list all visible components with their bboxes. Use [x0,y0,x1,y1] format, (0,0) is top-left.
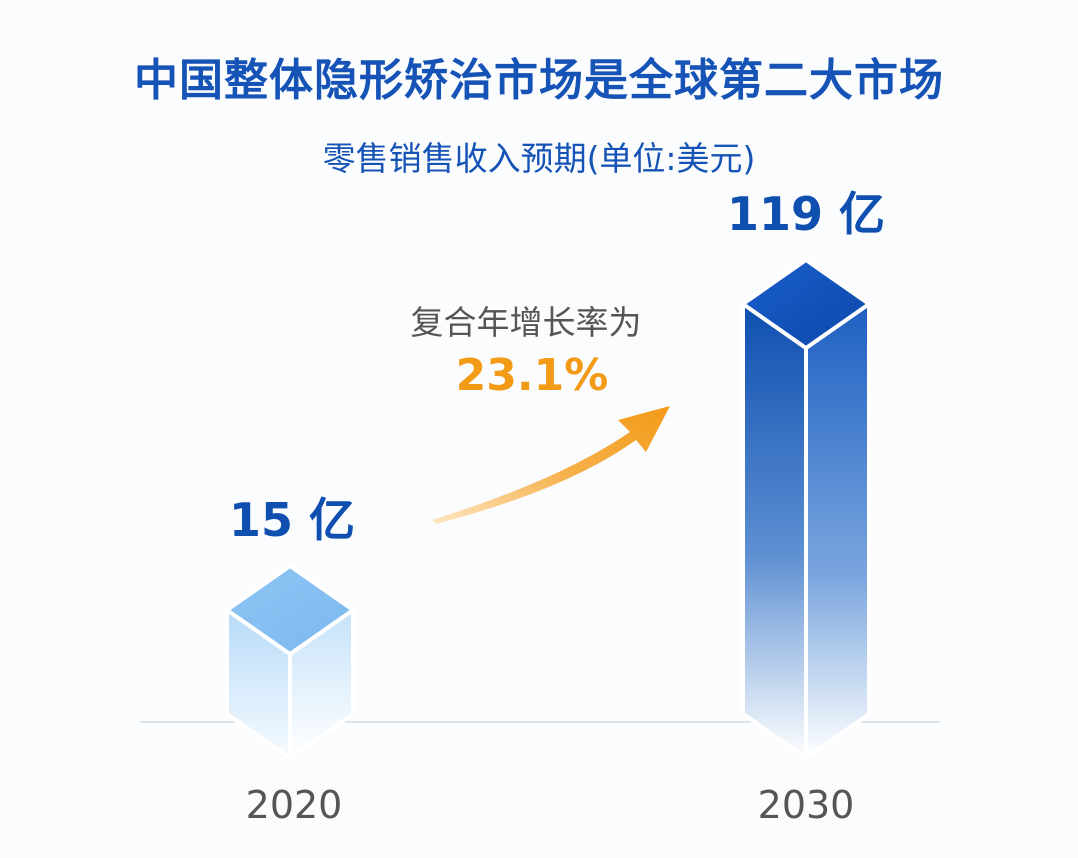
labels-group: 15 亿 2020 119 亿 2030 [229,187,885,827]
bar-top-face [741,258,871,350]
bar-right-face [804,302,871,760]
bar-top-face [225,564,355,656]
category-label: 2030 [758,783,855,827]
chart-subtitle: 零售销售收入预期(单位:美元) [322,139,756,178]
bar-2030 [741,258,871,760]
cagr-value: 23.1% [456,350,609,401]
value-label: 15 亿 [229,493,355,547]
chart-title: 中国整体隐形矫治市场是全球第二大市场 [134,55,944,106]
bars-group [225,258,871,760]
bar-left-face [741,302,808,760]
cagr-label: 复合年增长率为 [411,303,642,342]
category-label: 2020 [246,783,343,827]
value-label: 119 亿 [727,187,885,241]
growth-arrow-icon [432,406,670,524]
bar-2020 [225,564,355,760]
